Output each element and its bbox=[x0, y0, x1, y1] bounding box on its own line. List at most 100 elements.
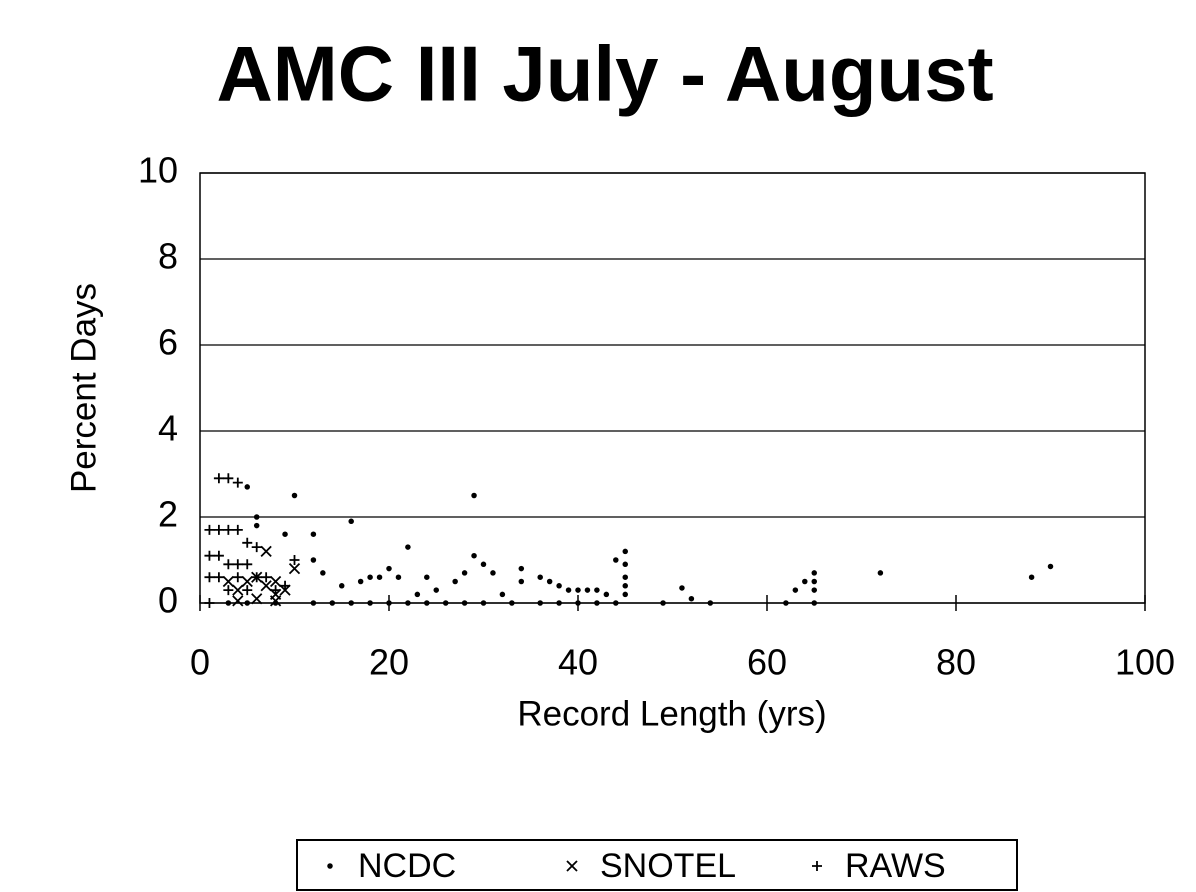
point bbox=[622, 591, 628, 598]
point bbox=[204, 598, 215, 608]
point bbox=[223, 473, 234, 484]
point bbox=[471, 492, 477, 499]
legend-marker bbox=[566, 860, 578, 872]
x-tick-label: 60 bbox=[747, 642, 787, 683]
y-tick-label: 0 bbox=[158, 580, 178, 621]
point bbox=[244, 600, 250, 606]
point bbox=[877, 570, 884, 576]
point bbox=[613, 600, 619, 606]
point bbox=[367, 574, 373, 580]
point bbox=[225, 600, 232, 606]
point bbox=[1028, 574, 1035, 580]
point bbox=[289, 555, 300, 565]
point bbox=[260, 580, 272, 592]
point bbox=[490, 570, 496, 576]
point bbox=[537, 600, 543, 606]
point bbox=[405, 600, 411, 606]
point bbox=[424, 574, 430, 580]
point bbox=[537, 574, 543, 580]
point bbox=[471, 552, 477, 559]
x-tick-label: 80 bbox=[936, 642, 976, 683]
point bbox=[622, 548, 628, 555]
point bbox=[679, 585, 685, 591]
point bbox=[232, 584, 244, 596]
legend-label: RAWS bbox=[845, 847, 946, 885]
point bbox=[291, 492, 298, 499]
point bbox=[251, 542, 262, 553]
point bbox=[575, 587, 581, 593]
point bbox=[386, 565, 392, 572]
point bbox=[253, 522, 260, 529]
point bbox=[1047, 563, 1054, 570]
point bbox=[622, 574, 628, 580]
point bbox=[802, 578, 808, 585]
point bbox=[242, 585, 253, 596]
point bbox=[232, 477, 243, 488]
point bbox=[546, 578, 553, 585]
y-tick-label: 8 bbox=[158, 236, 178, 277]
point bbox=[242, 537, 253, 548]
point bbox=[556, 600, 562, 606]
x-axis-label: Record Length (yrs) bbox=[517, 694, 826, 733]
point bbox=[357, 578, 364, 585]
point bbox=[480, 561, 487, 568]
point bbox=[251, 572, 262, 583]
chart-title: AMC III July - August bbox=[216, 30, 993, 118]
legend-label: NCDC bbox=[358, 847, 456, 885]
point bbox=[204, 524, 215, 535]
point bbox=[792, 587, 799, 593]
point bbox=[594, 587, 600, 593]
point bbox=[232, 559, 243, 570]
point bbox=[424, 600, 430, 606]
point bbox=[213, 473, 224, 484]
x-tick-label: 20 bbox=[369, 642, 409, 683]
point bbox=[261, 572, 272, 583]
point bbox=[367, 600, 373, 606]
point bbox=[270, 585, 281, 596]
point bbox=[269, 595, 282, 607]
point bbox=[442, 600, 449, 606]
y-tick-label: 2 bbox=[158, 494, 178, 535]
point bbox=[386, 600, 392, 606]
y-tick-label: 4 bbox=[158, 408, 178, 449]
point bbox=[433, 587, 439, 593]
point bbox=[329, 600, 336, 606]
point bbox=[584, 587, 591, 593]
point bbox=[622, 583, 628, 589]
x-tick-label: 100 bbox=[1115, 642, 1175, 683]
point bbox=[461, 600, 468, 606]
point bbox=[232, 572, 243, 583]
point bbox=[223, 524, 234, 535]
plot-area bbox=[199, 172, 1146, 604]
y-tick-label: 6 bbox=[158, 322, 178, 363]
point bbox=[348, 600, 354, 606]
point bbox=[575, 600, 581, 606]
point bbox=[480, 600, 487, 606]
point bbox=[660, 600, 666, 606]
point bbox=[223, 559, 234, 570]
point bbox=[204, 550, 215, 561]
point bbox=[509, 600, 515, 606]
point bbox=[613, 557, 619, 563]
point bbox=[518, 565, 525, 572]
point bbox=[594, 600, 600, 606]
point bbox=[280, 580, 291, 591]
point bbox=[269, 575, 282, 588]
point bbox=[556, 583, 562, 589]
point bbox=[232, 524, 243, 535]
point bbox=[204, 572, 215, 583]
legend-box bbox=[296, 839, 1018, 891]
point bbox=[253, 514, 260, 520]
point bbox=[213, 550, 224, 561]
x-tick-label: 0 bbox=[190, 642, 210, 683]
point bbox=[688, 595, 695, 602]
legend-marker bbox=[327, 863, 333, 869]
point bbox=[395, 574, 402, 580]
point bbox=[310, 600, 317, 606]
point bbox=[811, 578, 817, 585]
point bbox=[223, 585, 234, 596]
point bbox=[244, 484, 250, 490]
point bbox=[405, 544, 411, 550]
y-tick-label: 10 bbox=[138, 150, 178, 191]
